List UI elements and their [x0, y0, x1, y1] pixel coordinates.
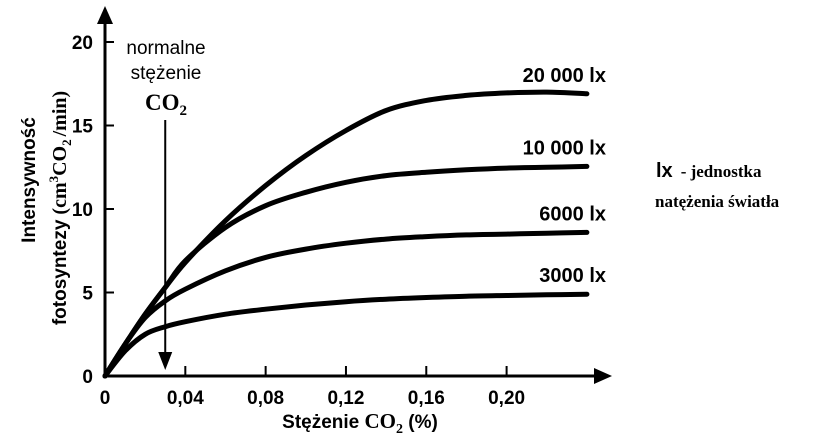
annotation-co2-sub: 2 — [180, 103, 188, 119]
y-tick-label: 10 — [72, 200, 93, 221]
y-tick-label: 20 — [72, 33, 93, 54]
x-tick-label: 0,12 — [327, 388, 364, 409]
annotation-co2: CO2 — [145, 90, 187, 119]
y-axis-label: Intensywność — [19, 117, 40, 243]
series-labels: 20 000 lx 10 000 lx 6000 lx 3000 lx — [523, 65, 606, 287]
annotation-line2: stężenie — [131, 63, 202, 84]
x-tick-label: 0,08 — [247, 388, 284, 409]
annotation-arrowhead — [158, 352, 173, 370]
y-tick-label: 5 — [82, 284, 93, 305]
series-label-0: 20 000 lx — [523, 65, 606, 87]
unit-note-line2: natężenia światła — [655, 192, 780, 211]
y-axis-label-line2: fotosyntezy(cm3CO2/min) — [46, 91, 74, 325]
x-tick-label: 0,04 — [167, 388, 204, 409]
x-axis-label: Stężenie CO2 (%) — [282, 409, 438, 437]
series-line-1 — [102, 163, 590, 379]
series-line-2 — [102, 229, 590, 379]
series-lines — [102, 89, 590, 379]
unit-note-line1: lx - jednostka — [656, 160, 762, 182]
x-tick-label: 0,16 — [408, 388, 445, 409]
annotation-line1: normalne — [126, 38, 205, 59]
unit-note: lx - jednostka natężenia światła — [655, 160, 780, 211]
y-tick-label: 15 — [72, 117, 94, 138]
series-line-3 — [102, 291, 590, 379]
x-tick-label: 0 — [100, 388, 111, 409]
axes — [103, 20, 600, 378]
y-axis-label-line1: Intensywność — [19, 117, 40, 243]
y-axis-arrowhead — [97, 6, 113, 24]
series-label-3: 3000 lx — [539, 265, 606, 287]
x-tick-label: 0,20 — [488, 388, 525, 409]
x-axis-arrowhead — [594, 368, 612, 384]
series-label-1: 10 000 lx — [523, 137, 606, 159]
y-tick-label: 0 — [82, 367, 93, 388]
series-label-2: 6000 lx — [539, 203, 606, 225]
ticks: 0 0,04 0,08 0,12 0,16 0,20 0 5 10 15 20 — [72, 33, 525, 409]
y-axis-label-2: fotosyntezy(cm3CO2/min) — [46, 91, 74, 325]
normal-co2-annotation: normalne stężenie CO2 — [126, 38, 206, 370]
